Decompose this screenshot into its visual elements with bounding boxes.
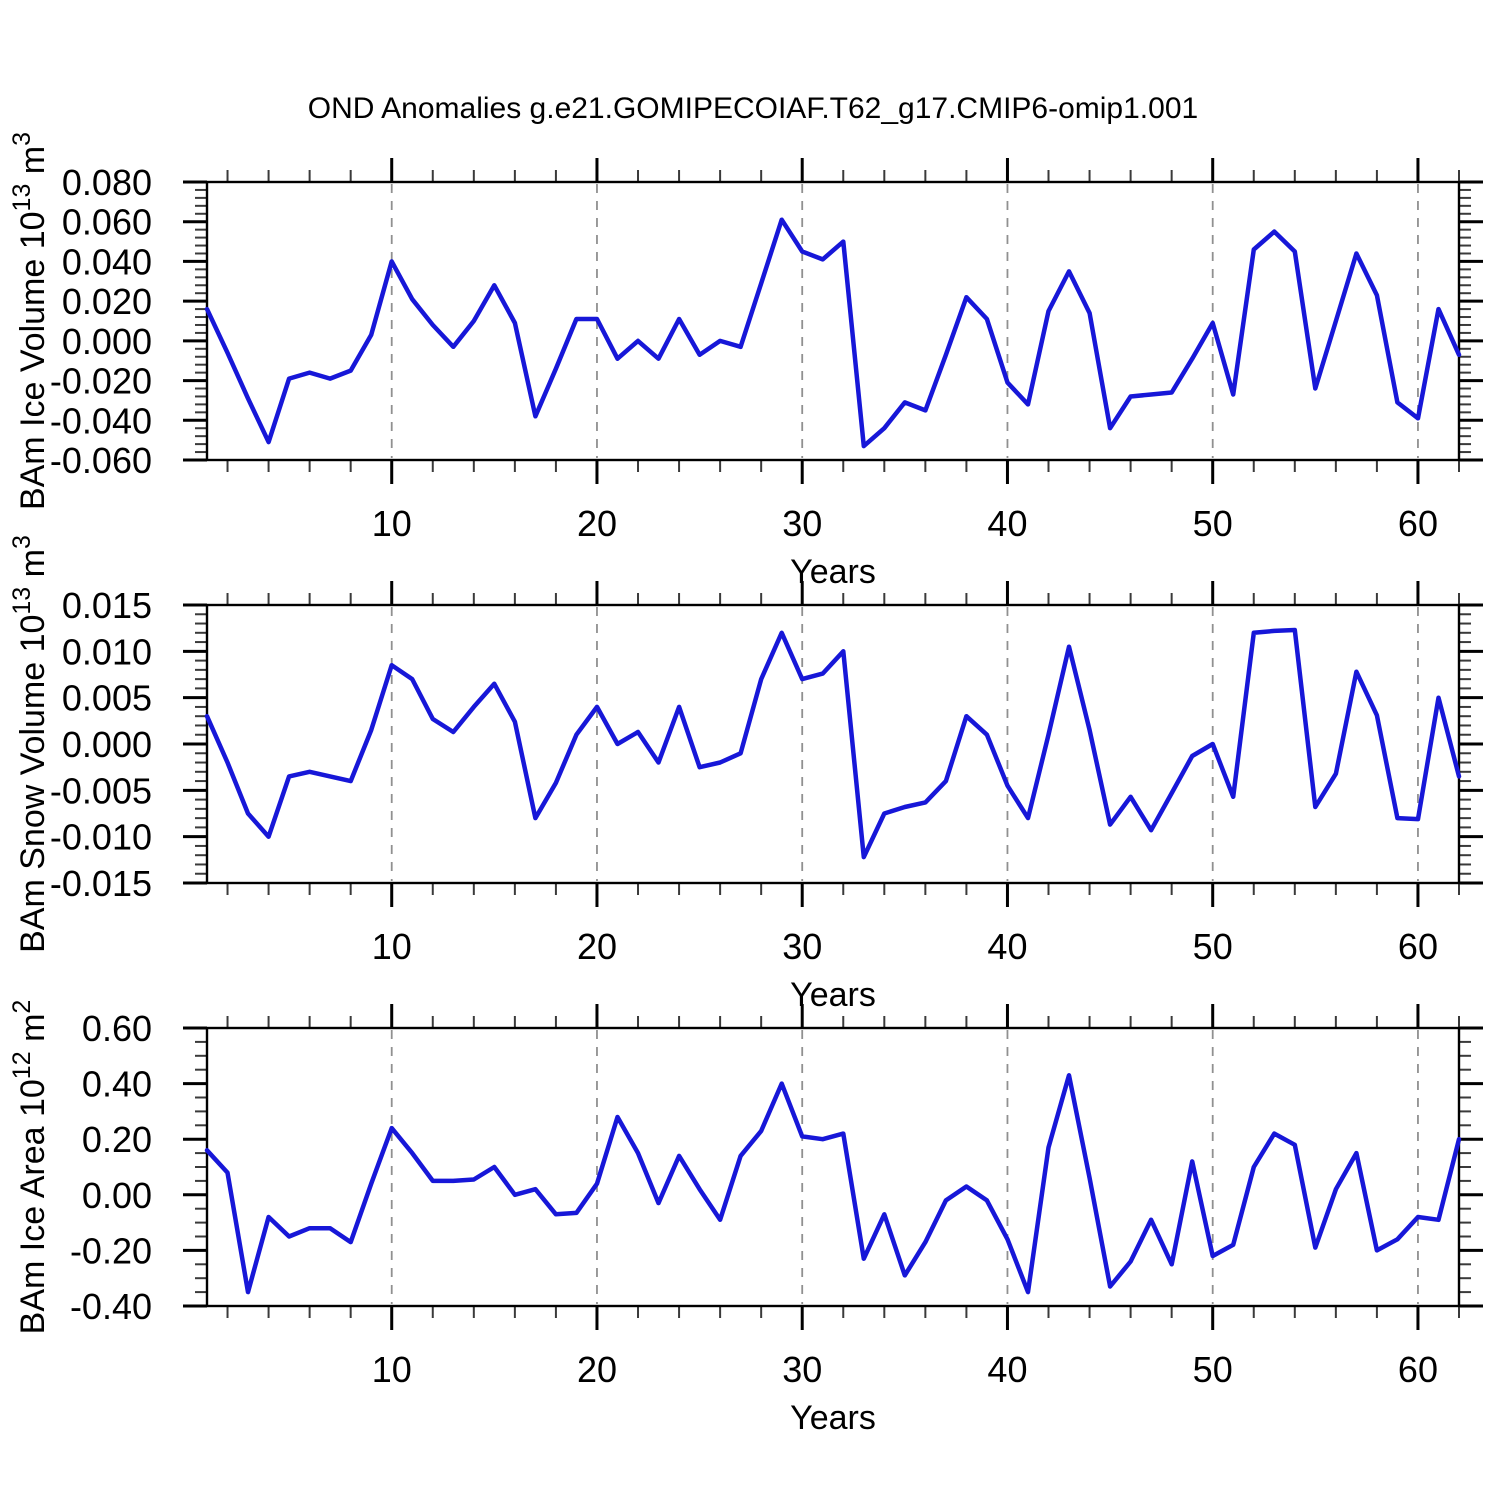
y-tick-label: 0.080 [62,162,152,203]
x-tick-label: 20 [577,1349,617,1390]
x-tick-label: 10 [372,503,412,544]
y-tick-label: 0.60 [82,1008,152,1049]
y-tick-label: -0.040 [50,400,152,441]
data-line-snow-volume [204,627,1462,860]
x-axis-title: Years [790,976,876,1014]
y-tick-label: 0.00 [82,1175,152,1216]
y-axis-title: BAm Ice Area 1012 m2 [8,1000,52,1335]
x-tick-label: 30 [782,926,822,967]
y-tick-label: -0.020 [50,361,152,402]
x-tick-label: 40 [987,1349,1027,1390]
panel-ice-area: 0.60 0.40 0.20 0.00 -0.20 -0.40 10 20 30 40 50 60 Ye… [8,1000,1483,1437]
y-tick-label: 0.015 [62,585,152,626]
y-axis-title: BAm Ice Volume 1013 m3 [8,132,52,510]
chart-title: OND Anomalies g.e21.GOMIPECOIAF.T62_g17.… [307,92,1199,125]
data-line-ice-area [204,1073,1462,1295]
y-tick-label: -0.20 [70,1230,152,1271]
x-tick-label: 10 [372,926,412,967]
panel-snow-volume: 0.015 0.010 0.005 0.000 -0.005 -0.010 -0.015 10… [8,535,1483,1014]
y-tick-label: 0.060 [62,202,152,243]
x-tick-label: 60 [1398,503,1438,544]
y-tick-label: -0.015 [50,863,152,904]
x-tick-label: 40 [987,503,1027,544]
y-tick-label: 0.010 [62,631,152,672]
y-tick-label: 0.040 [62,241,152,282]
x-tick-label: 50 [1193,503,1233,544]
x-tick-label: 30 [782,1349,822,1390]
x-axis-title: Years [790,553,876,591]
y-tick-label: -0.060 [50,440,152,481]
x-tick-label: 50 [1193,1349,1233,1390]
data-line-ice-volume [204,217,1462,449]
y-tick-label: 0.000 [62,724,152,765]
y-tick-label: 0.000 [62,321,152,362]
panel-ice-volume: 0.0800.0600.0400.0200.000-0.020-0.040-0.… [8,132,1483,591]
x-tick-label: 60 [1398,926,1438,967]
y-tick-label: 0.005 [62,678,152,719]
y-tick-label: 0.40 [82,1064,152,1105]
y-tick-label: -0.40 [70,1286,152,1327]
x-axis-title: Years [790,1399,876,1437]
x-tick-label: 20 [577,926,617,967]
y-tick-label: -0.010 [50,817,152,858]
y-axis-title: BAm Snow Volume 1013 m3 [8,535,52,953]
x-tick-label: 60 [1398,1349,1438,1390]
x-tick-label: 10 [372,1349,412,1390]
x-tick-label: 40 [987,926,1027,967]
y-tick-label: 0.020 [62,281,152,322]
x-tick-label: 20 [577,503,617,544]
x-tick-label: 50 [1193,926,1233,967]
y-tick-label: -0.005 [50,770,152,811]
x-tick-label: 30 [782,503,822,544]
y-tick-label: 0.20 [82,1119,152,1160]
